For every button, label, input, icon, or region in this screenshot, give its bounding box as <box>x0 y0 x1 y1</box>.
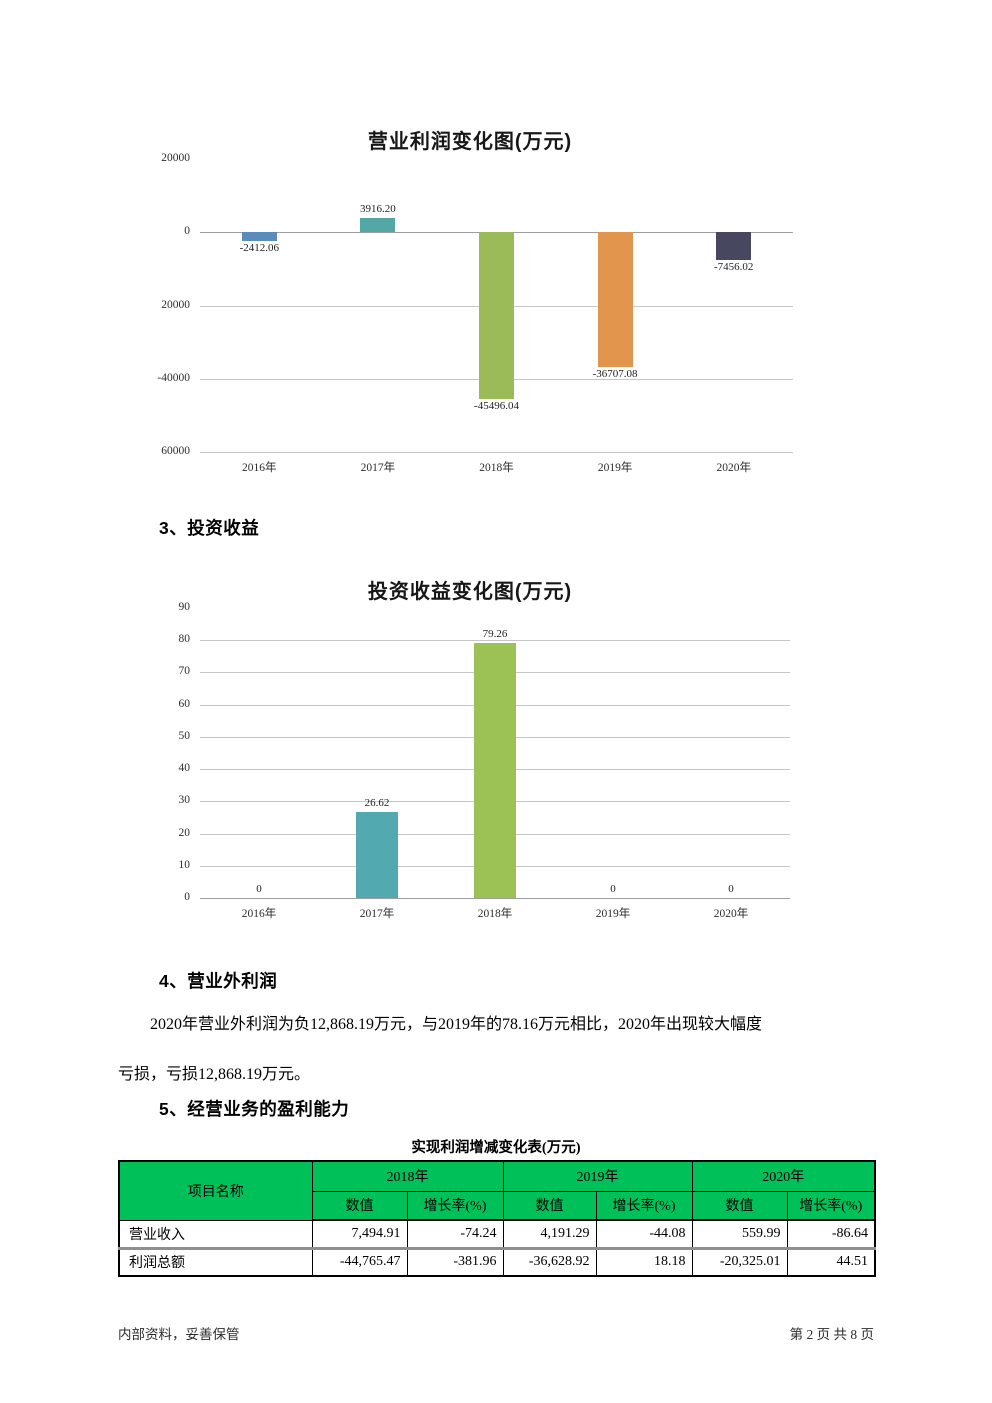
col-header-2018: 2018年 <box>311 1160 504 1192</box>
table-cell: -86.64 <box>786 1219 876 1250</box>
x-axis-category-label: 2019年 <box>595 908 631 920</box>
bar-2018年 <box>474 642 516 898</box>
bar-2019年 <box>597 232 633 367</box>
y-axis-tick-label: 60 <box>178 697 191 710</box>
y-axis-tick-label: 10 <box>178 858 191 871</box>
col-subheader-value: 数值 <box>502 1190 597 1221</box>
bar-value-label: -7456.02 <box>713 260 754 273</box>
operating-profit-chart-title: 营业利润变化图(万元) <box>367 131 573 153</box>
table-cell: -44.08 <box>595 1219 693 1250</box>
bar-2016年 <box>241 232 277 242</box>
gridline <box>200 452 793 453</box>
table-cell: 559.99 <box>691 1219 788 1250</box>
section-4-paragraph: 2020年营业外利润为负12,868.19万元，与2019年的78.16万元相比… <box>118 1000 876 1100</box>
y-axis-tick-label: 90 <box>178 601 191 613</box>
section-4-heading: 4、营业外利润 <box>159 971 278 991</box>
bar-value-label: 79.26 <box>482 627 508 640</box>
y-axis-tick-label: -40000 <box>157 371 190 384</box>
col-header-item-name: 项目名称 <box>118 1160 313 1221</box>
bar-2017年 <box>360 217 396 233</box>
x-axis-line <box>200 898 790 899</box>
x-axis-category-label: 2016年 <box>242 462 277 474</box>
x-axis-category-label: 2017年 <box>360 462 396 474</box>
table-title: 实现利润增减变化表(万元) <box>411 1140 581 1156</box>
y-axis-tick-label: 20000 <box>161 298 190 311</box>
table-cell: -44,765.47 <box>311 1247 408 1277</box>
col-subheader-value: 数值 <box>691 1190 788 1221</box>
y-axis-tick-label: 20000 <box>161 152 190 164</box>
x-axis-category-label: 2019年 <box>597 462 633 474</box>
x-axis-category-label: 2018年 <box>479 462 514 474</box>
page-footer: 内部资料，妥善保管 第 2 页 共 8 页 <box>118 1323 874 1343</box>
row-item-name: 营业收入 <box>118 1219 313 1250</box>
y-axis-tick-label: 80 <box>178 633 191 646</box>
operating-profit-chart: 营业利润变化图(万元) 20000 0 20000 -40000 60000 -2412.… <box>140 115 800 487</box>
col-header-2019: 2019年 <box>502 1160 693 1192</box>
gridline <box>200 640 790 642</box>
bar-2018年 <box>479 232 514 399</box>
col-header-2020: 2020年 <box>691 1160 876 1192</box>
y-axis-tick-label: 30 <box>178 794 191 807</box>
table-row: 营业收入 7,494.91 -74.24 4,191.29 -44.08 559.99 -8… <box>118 1219 876 1250</box>
profit-change-table: 项目名称 2018年 2019年 2020年 数值 增长率(%) 数值 增长率(… <box>118 1160 876 1277</box>
table-row: 利润总额 -44,765.47 -381.96 -36,628.92 18.18 -20,… <box>118 1247 876 1277</box>
y-axis-tick-label: 0 <box>184 891 190 903</box>
y-axis-tick-label: 70 <box>178 665 191 678</box>
table-cell: 44.51 <box>786 1247 876 1277</box>
x-axis-category-label: 2016年 <box>241 908 277 920</box>
investment-income-chart-title: 投资收益变化图(万元) <box>367 581 573 603</box>
table-cell: -381.96 <box>406 1247 504 1277</box>
footer-page-number: 第 2 页 共 8 页 <box>789 1327 874 1342</box>
col-subheader-value: 数值 <box>311 1190 408 1221</box>
section-5-heading: 5、经营业务的盈利能力 <box>159 1099 350 1119</box>
col-subheader-growth: 增长率(%) <box>595 1190 693 1221</box>
x-axis-category-label: 2020年 <box>713 908 749 920</box>
table-cell: -36,628.92 <box>502 1247 597 1277</box>
col-subheader-growth: 增长率(%) <box>406 1190 504 1221</box>
bar-value-label: 0 <box>610 883 616 895</box>
bar-2017年 <box>356 812 398 898</box>
x-axis-category-label: 2018年 <box>477 908 513 920</box>
x-axis-category-label: 2020年 <box>716 462 751 474</box>
bar-value-label: -45496.04 <box>474 399 519 412</box>
table-cell: -74.24 <box>406 1219 504 1250</box>
bar-value-label: -2412.06 <box>239 242 279 255</box>
section-3-heading: 3、投资收益 <box>159 518 260 538</box>
table-cell: -20,325.01 <box>691 1247 788 1277</box>
investment-income-chart: 投资收益变化图(万元) 90 80 70 60 50 40 30 20 10 0 0 2016年 26.… <box>140 565 800 937</box>
bar-value-label: 0 <box>728 883 734 895</box>
y-axis-tick-label: 20 <box>178 826 191 839</box>
table-cell: 18.18 <box>595 1247 693 1277</box>
table-cell: 4,191.29 <box>502 1219 597 1250</box>
x-axis-category-label: 2017年 <box>359 908 395 920</box>
bar-2020年 <box>716 232 752 260</box>
y-axis-tick-label: 40 <box>178 762 191 775</box>
y-axis-tick-label: 50 <box>178 729 191 742</box>
y-axis-tick-label: 60000 <box>161 445 190 457</box>
row-item-name: 利润总额 <box>118 1247 313 1277</box>
y-axis-tick-label: 0 <box>184 225 190 238</box>
footer-confidential-note: 内部资料，妥善保管 <box>118 1327 240 1342</box>
col-subheader-growth: 增长率(%) <box>786 1190 876 1221</box>
bar-value-label: 3916.20 <box>360 202 396 215</box>
paragraph-line: 2020年营业外利润为负12,868.19万元，与2019年的78.16万元相比… <box>150 1016 763 1033</box>
table-cell: 7,494.91 <box>311 1219 408 1250</box>
bar-value-label: 26.62 <box>364 797 390 810</box>
bar-value-label: 0 <box>256 883 262 895</box>
bar-value-label: -36707.08 <box>592 367 638 380</box>
paragraph-line: 亏损，亏损12,868.19万元。 <box>118 1066 311 1083</box>
